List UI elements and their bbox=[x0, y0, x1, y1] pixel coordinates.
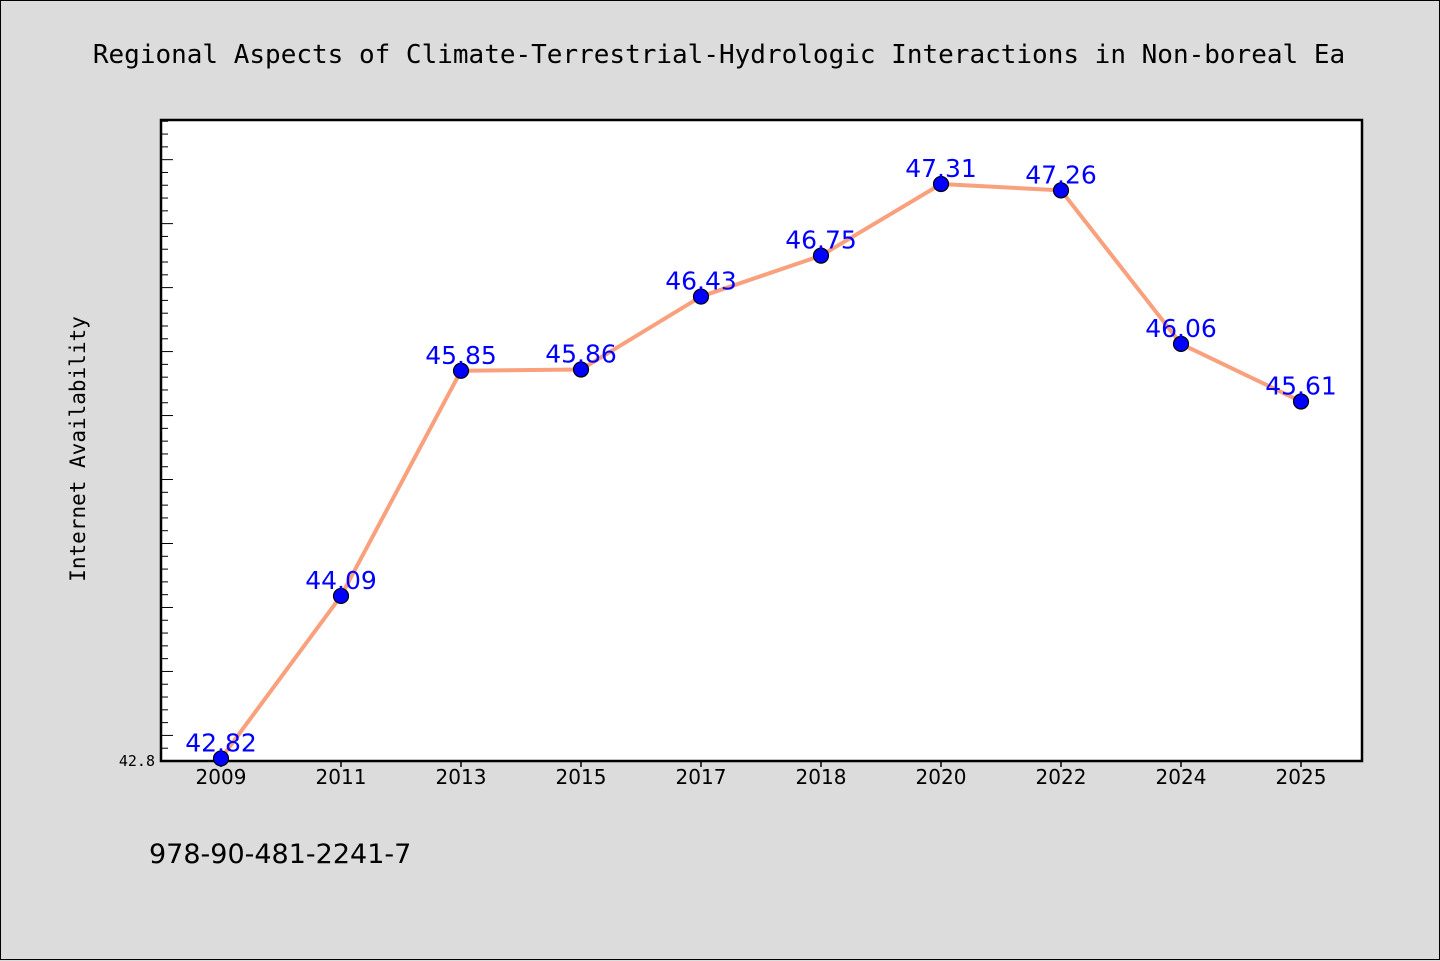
data-labels: 42.82 44.09 45.85 45.86 46.43 46.75 47.31 47.26… bbox=[185, 154, 1337, 757]
data-label: 47.26 bbox=[1025, 160, 1097, 189]
data-label: 44.09 bbox=[305, 566, 377, 595]
data-point bbox=[1292, 393, 1310, 410]
x-tick-label: 2015 bbox=[556, 765, 607, 789]
data-point bbox=[692, 288, 710, 305]
y-axis-title: Internet Availability bbox=[66, 316, 90, 582]
y-axis-ticks: 42.8 bbox=[119, 120, 173, 770]
data-point bbox=[572, 361, 590, 378]
series-line bbox=[219, 181, 1302, 760]
plot-area bbox=[159, 118, 1364, 763]
y-tick-label: 42.8 bbox=[119, 752, 155, 770]
data-point bbox=[212, 750, 230, 767]
data-point bbox=[1052, 182, 1070, 199]
data-point bbox=[332, 587, 350, 605]
x-tick-label: 2025 bbox=[1276, 765, 1327, 789]
series-markers bbox=[212, 175, 1310, 767]
data-point bbox=[452, 362, 470, 379]
x-tick-label: 2009 bbox=[196, 765, 247, 789]
data-label: 47.31 bbox=[905, 154, 977, 183]
data-label: 46.43 bbox=[665, 267, 737, 296]
data-label: 45.61 bbox=[1265, 371, 1337, 400]
x-tick-label: 2011 bbox=[316, 765, 367, 789]
x-tick-label: 2018 bbox=[796, 765, 847, 789]
x-tick-label: 2022 bbox=[1036, 765, 1087, 789]
data-label: 46.75 bbox=[785, 226, 857, 255]
data-label: 42.82 bbox=[185, 728, 257, 757]
x-axis-ticks: 2009 2011 2013 2015 2017 2018 2020 2022 2024 2025 bbox=[196, 761, 1327, 789]
data-point bbox=[932, 175, 950, 193]
isbn-footer: 978-90-481-2241-7 bbox=[149, 839, 411, 870]
data-point bbox=[1172, 335, 1190, 353]
data-label: 45.85 bbox=[425, 341, 497, 370]
data-point bbox=[812, 247, 830, 264]
x-tick-label: 2013 bbox=[436, 765, 487, 789]
data-label: 46.06 bbox=[1145, 314, 1217, 343]
chart-title: Regional Aspects of Climate-Terrestrial-… bbox=[93, 40, 1345, 70]
data-label: 45.86 bbox=[545, 339, 617, 368]
x-tick-label: 2020 bbox=[916, 765, 967, 789]
x-tick-label: 2017 bbox=[676, 765, 727, 789]
x-tick-label: 2024 bbox=[1156, 765, 1207, 789]
